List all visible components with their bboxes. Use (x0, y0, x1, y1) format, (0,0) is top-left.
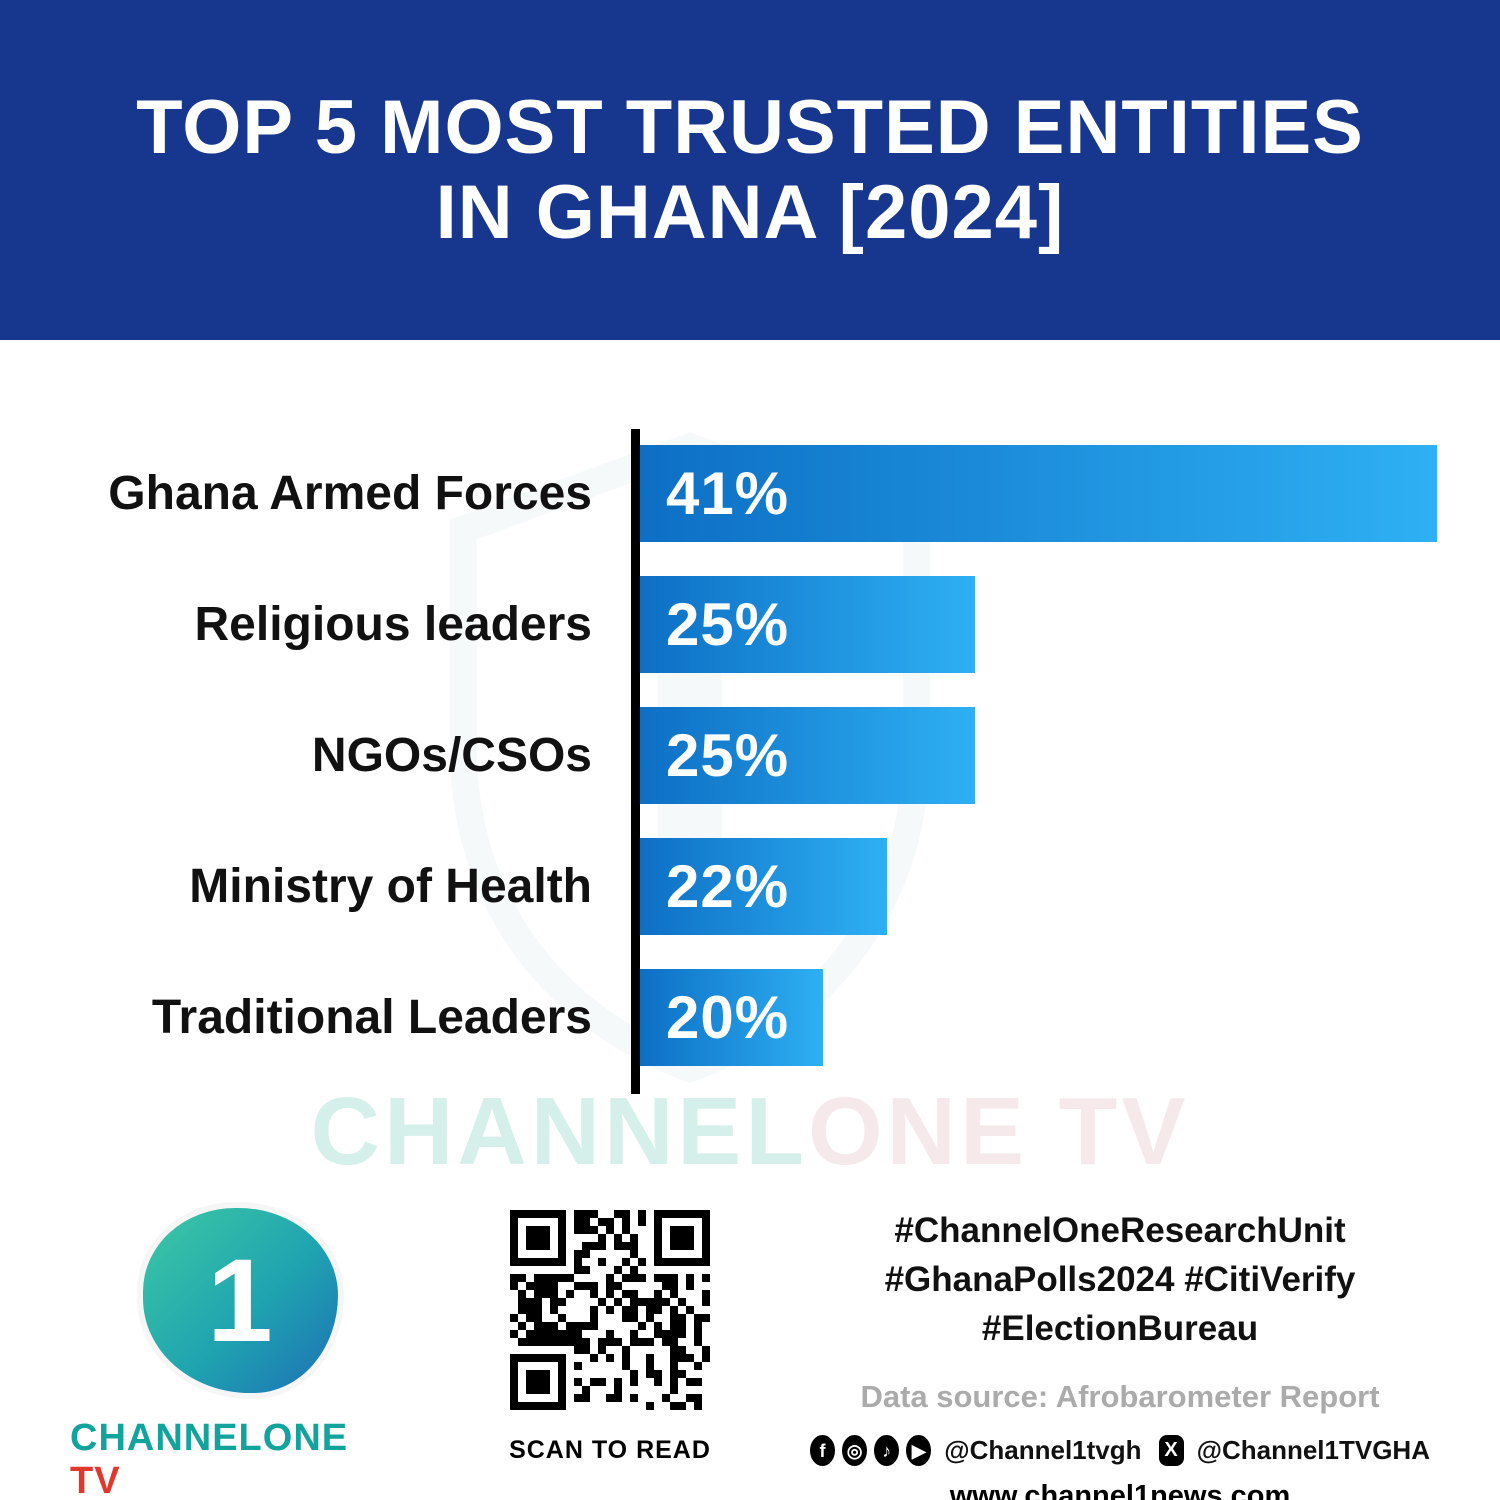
website-url: www.channel1news.com (949, 1480, 1291, 1500)
footer: 1 CHANNELONE TV SCAN TO READ #ChannelOne… (0, 1198, 1500, 1500)
qr-code (504, 1204, 716, 1416)
bar: 20% (640, 969, 824, 1066)
bar-area: 20% (640, 969, 1437, 1066)
header-banner: TOP 5 MOST TRUSTED ENTITIES IN GHANA [20… (0, 0, 1500, 340)
data-source-text: Data source: Afrobarometer Report (860, 1379, 1380, 1414)
logo-wordmark-main: CHANNELONE (70, 1417, 349, 1459)
watermark-part2: ONE TV (807, 1078, 1190, 1185)
category-label: Ghana Armed Forces (108, 467, 592, 520)
chart-row: Ghana Armed Forces 41% (0, 445, 1500, 542)
tiktok-icon: ♪ (874, 1435, 900, 1466)
logo-wordmark: CHANNELONE TV (70, 1417, 410, 1500)
bar-area: 22% (640, 838, 1437, 935)
watermark-part1: CHANNEL (310, 1078, 808, 1185)
bar-area: 25% (640, 707, 1437, 804)
hashtag-line-2: #GhanaPolls2024 #CitiVerify (884, 1260, 1356, 1299)
qr-caption: SCAN TO READ (509, 1436, 711, 1464)
social-handle-1: @Channel1tvgh (944, 1435, 1142, 1465)
category-label: NGOs/CSOs (311, 729, 592, 782)
bar-value-label: 41% (666, 460, 790, 527)
hashtag-line-1: #ChannelOneResearchUnit (894, 1211, 1346, 1250)
qr-section: SCAN TO READ (480, 1204, 740, 1465)
bar: 25% (640, 576, 975, 673)
chart-row: Ministry of Health 22% (0, 838, 1500, 935)
page-title-line1: TOP 5 MOST TRUSTED ENTITIES (136, 84, 1364, 170)
bar: 25% (640, 707, 975, 804)
chart-axis (631, 429, 640, 1094)
channel-one-watermark: CHANNELONE TV (0, 1084, 1500, 1180)
category-label: Traditional Leaders (151, 991, 592, 1044)
hashtag-line-3: #ElectionBureau (981, 1309, 1259, 1348)
channel-one-logo-icon: 1 (142, 1208, 338, 1393)
instagram-icon: ◎ (842, 1435, 868, 1466)
bar-value-label: 25% (666, 722, 790, 789)
bar-area: 41% (640, 445, 1437, 542)
x-twitter-icon: X (1158, 1435, 1184, 1466)
youtube-icon: ▶ (906, 1435, 932, 1466)
category-label: Religious leaders (194, 598, 592, 651)
chart-rows: Ghana Armed Forces 41% Religious leaders 25… (0, 445, 1500, 1066)
bar-value-label: 20% (666, 984, 790, 1051)
logo-digit: 1 (207, 1234, 273, 1367)
bar: 41% (640, 445, 1437, 542)
category-label: Ministry of Health (189, 860, 592, 913)
bar-area: 25% (640, 576, 1437, 673)
facebook-icon: f (810, 1435, 836, 1466)
logo-wordmark-tv: TV (70, 1460, 121, 1500)
chart-row: Traditional Leaders 20% (0, 969, 1500, 1066)
channel-one-logo: 1 CHANNELONE TV (70, 1198, 410, 1500)
footer-info: #ChannelOneResearchUnit #GhanaPolls2024 … (810, 1206, 1430, 1500)
chart-row: NGOs/CSOs 25% (0, 707, 1500, 804)
bar-chart: Ghana Armed Forces 41% Religious leaders 25… (0, 429, 1500, 1094)
page-title-line2: IN GHANA [2024] (435, 170, 1065, 255)
chart-row: Religious leaders 25% (0, 576, 1500, 673)
social-row: f ◎ ♪ ▶ @Channel1tvgh X @Channel1TVGHA (810, 1435, 1430, 1466)
bar-value-label: 25% (666, 591, 790, 658)
bar: 22% (640, 838, 888, 935)
bar-value-label: 22% (666, 853, 790, 920)
social-handle-2: @Channel1TVGHA (1196, 1435, 1430, 1465)
